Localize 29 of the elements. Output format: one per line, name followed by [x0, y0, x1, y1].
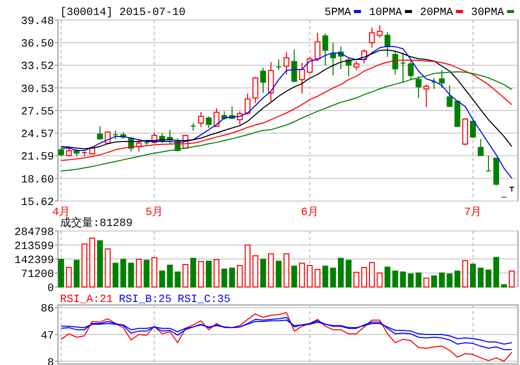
series-label: RSI_A:21	[60, 294, 114, 306]
chart-title: [300014] 2015-07-10	[60, 7, 186, 19]
y-tick-label: 27.55	[20, 106, 54, 118]
x-tick-label: 6月	[300, 206, 319, 219]
y-tick-label: 36.50	[20, 38, 54, 51]
y-tick-label: 21.59	[20, 152, 54, 164]
chart-title: 成交量:81289	[60, 216, 133, 230]
y-tick-label: 71200	[20, 269, 54, 281]
y-tick-label: 33.52	[20, 61, 54, 74]
y-tick-label: 0	[47, 283, 54, 295]
series-label: RSI_B:25	[118, 294, 172, 306]
legend-label: 10PMA	[368, 7, 402, 19]
y-tick-label: 8	[47, 357, 54, 365]
y-tick-label: 18.60	[20, 174, 54, 186]
y-tick-label: 142399	[14, 255, 54, 267]
legend-label: 20PMA	[420, 7, 454, 19]
series-label: RSI_C:35	[178, 294, 230, 306]
y-tick-label: 86	[40, 304, 54, 316]
y-tick-label: 47	[40, 330, 54, 342]
y-tick-label: 30.53	[20, 84, 54, 96]
y-tick-label: 15.62	[20, 197, 54, 209]
legend-label: 5PMA	[324, 7, 352, 19]
x-tick-label: 7月	[464, 206, 482, 219]
y-tick-label: 284798	[14, 227, 54, 239]
y-tick-label: 24.57	[20, 129, 54, 142]
x-tick-label: 5月	[146, 206, 164, 219]
y-tick-label: 39.48	[20, 16, 54, 28]
legend-label: 30PMA	[470, 7, 504, 19]
y-tick-label: 213599	[14, 241, 54, 253]
